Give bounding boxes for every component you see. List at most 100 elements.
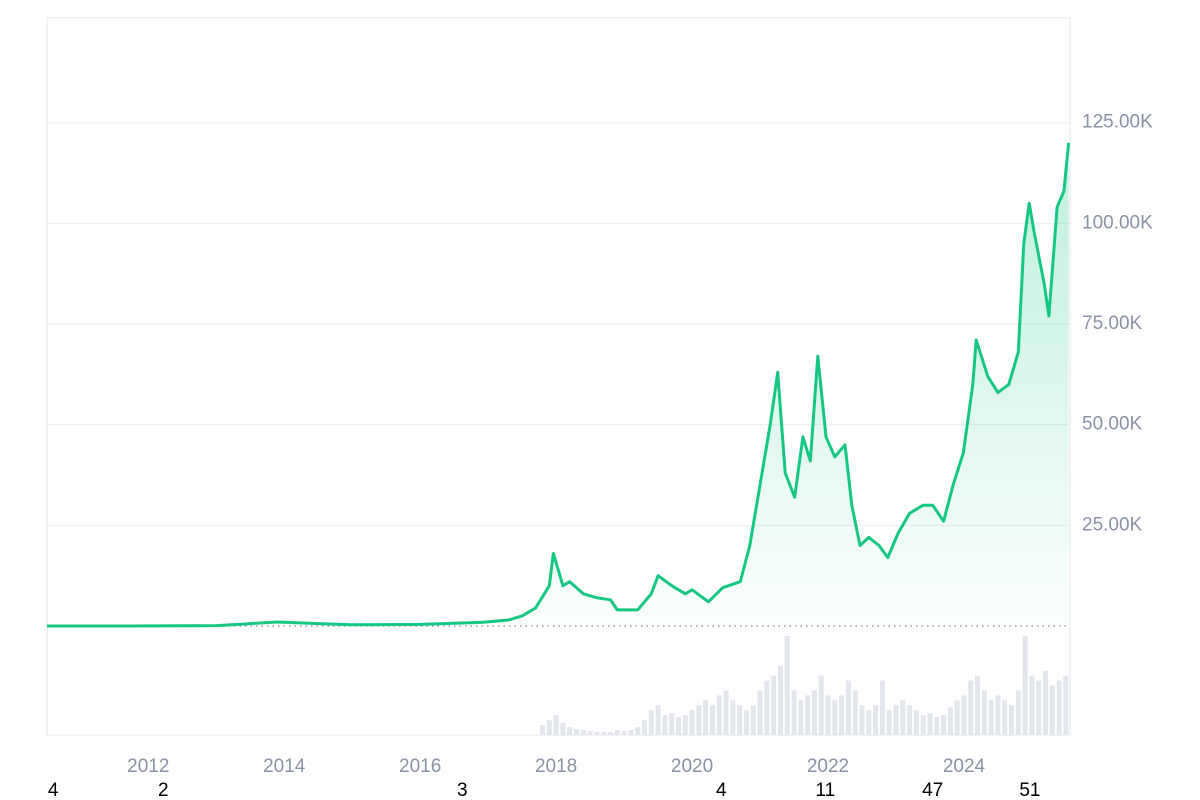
volume-bar [567, 727, 573, 735]
volume-bar [641, 720, 647, 735]
volume-bar [648, 710, 654, 735]
volume-bar [594, 732, 600, 735]
volume-bar [839, 695, 845, 735]
volume-bar [805, 695, 811, 735]
bottom-annotation: 4 [48, 780, 59, 800]
volume-bar [723, 690, 729, 735]
bottom-annotation: 11 [815, 780, 835, 800]
volume-bar [560, 723, 566, 735]
bottom-annotation: 2 [158, 780, 169, 800]
volume-bar [574, 729, 580, 735]
volume-bar [1015, 690, 1021, 735]
volume-bar [553, 715, 559, 735]
volume-bar [961, 695, 967, 735]
y-tick-label: 75.00K [1082, 313, 1143, 334]
volume-bar [825, 695, 831, 735]
bottom-annotation: 51 [1019, 780, 1040, 800]
volume-bar [662, 715, 668, 735]
volume-bar [607, 732, 613, 735]
volume-bar [655, 705, 661, 735]
volume-bar [975, 675, 981, 735]
bottom-annotation: 4 [716, 780, 727, 800]
volume-bar [689, 710, 695, 735]
bottom-annotation: 47 [922, 780, 943, 800]
volume-bar [621, 731, 627, 735]
volume-bar [818, 675, 824, 735]
volume-bar [886, 710, 892, 735]
volume-bar [988, 700, 994, 735]
volume-bar [920, 715, 926, 735]
volume-bar [1036, 680, 1042, 735]
x-tick-label: 2024 [943, 756, 986, 777]
x-tick-label: 2012 [127, 756, 169, 777]
volume-bar [784, 636, 790, 735]
volume-bar [927, 713, 933, 735]
volume-bar [1043, 670, 1049, 735]
volume-bar [981, 690, 987, 735]
volume-bar [900, 700, 906, 735]
volume-bar [757, 690, 763, 735]
volume-bar [873, 705, 879, 735]
volume-bar [580, 730, 586, 735]
volume-bar [669, 713, 675, 735]
volume-bar [968, 680, 974, 735]
volume-bar [1002, 700, 1008, 735]
y-tick-label: 50.00K [1082, 414, 1143, 435]
x-tick-label: 2014 [263, 756, 306, 777]
volume-bar [791, 690, 797, 735]
volume-bar [1029, 675, 1035, 735]
volume-bar [1056, 680, 1062, 735]
volume-bar [743, 710, 749, 735]
volume-bar [1063, 675, 1069, 735]
volume-bar [995, 695, 1001, 735]
volume-bar [771, 675, 777, 735]
volume-bar [682, 715, 688, 735]
volume-bar [750, 705, 756, 735]
x-tick-label: 2018 [535, 756, 577, 777]
price-area [47, 142, 1069, 627]
volume-bar [716, 695, 722, 735]
y-tick-label: 100.00K [1082, 212, 1153, 233]
volume-bar [954, 700, 960, 735]
x-tick-label: 2016 [399, 756, 441, 777]
volume-bar [893, 705, 899, 735]
volume-bar [601, 732, 607, 735]
volume-bar [832, 700, 838, 735]
volume-bar [798, 700, 804, 735]
y-tick-label: 125.00K [1082, 112, 1153, 133]
volume-bar [934, 717, 940, 735]
plot-frame [46, 17, 1071, 736]
price-line [47, 142, 1071, 628]
volume-bar [696, 705, 702, 735]
volume-bar [1049, 685, 1055, 735]
volume-bar [587, 731, 593, 735]
volume-bar [811, 690, 817, 735]
x-tick-label: 2022 [807, 756, 849, 777]
volume-bar [879, 680, 885, 735]
volume-bar [1022, 636, 1028, 735]
volume-bar [764, 680, 770, 735]
volume-bar [845, 680, 851, 735]
volume-bar [737, 705, 743, 735]
volume-bar [540, 725, 546, 735]
volume-bar [675, 717, 681, 735]
x-tick-label: 2020 [671, 756, 713, 777]
volume-bar [1009, 705, 1015, 735]
volume-bar [941, 715, 947, 735]
volume-bar [859, 705, 865, 735]
volume-bar [703, 700, 709, 735]
volume-bar [852, 690, 858, 735]
volume-bar [777, 665, 783, 735]
volume-bar [635, 727, 641, 735]
volume-bar [913, 710, 919, 735]
volume-bar [614, 730, 620, 735]
y-tick-label: 25.00K [1082, 514, 1143, 535]
volume-bar [866, 710, 872, 735]
volume-bar [628, 730, 634, 735]
volume-bar [730, 700, 736, 735]
volume-bar [709, 705, 715, 735]
volume-bar [947, 707, 953, 735]
volume-bar [907, 705, 913, 735]
volume-bar [546, 720, 552, 735]
